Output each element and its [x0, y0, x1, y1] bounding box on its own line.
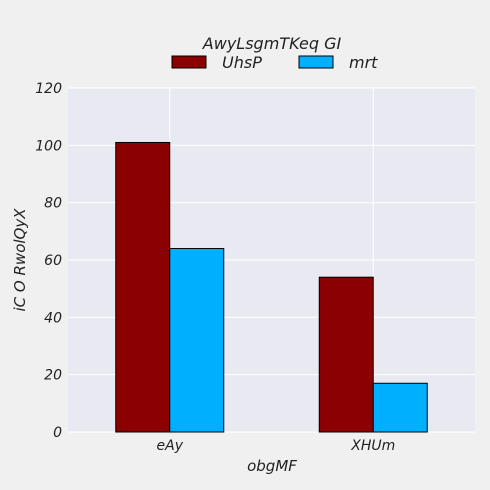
legend-swatch-mrt [298, 55, 334, 69]
x-axis-label: obgMF [247, 457, 297, 475]
x-tick-labels: eAy XHUm [157, 438, 396, 454]
legend-swatch-UhsP [171, 55, 207, 69]
bars [115, 141, 428, 433]
y-axis-label: iC O RwolQyX [11, 208, 29, 312]
legend: AwyLsgmTKeq GI UhsP mrt [171, 34, 378, 72]
bar-mrt-XHUm [372, 382, 428, 433]
y-tick-label: 20 [44, 368, 62, 384]
y-tick-label: 100 [35, 138, 62, 154]
x-tick-label: eAy [157, 438, 184, 454]
y-tick-labels: 0 20 40 60 80 100 120 [35, 81, 62, 441]
bar-mrt-eAy [169, 248, 225, 433]
legend-label-mrt: mrt [349, 53, 378, 72]
x-tick-label: XHUm [350, 438, 395, 454]
bar-UhsP-eAy [115, 141, 171, 433]
y-tick-label: 120 [35, 81, 62, 97]
bar-UhsP-XHUm [318, 276, 374, 433]
y-tick-label: 60 [44, 253, 62, 269]
y-tick-label: 40 [44, 310, 62, 326]
legend-title: AwyLsgmTKeq GI [202, 34, 342, 53]
y-tick-label: 80 [44, 196, 62, 212]
legend-label-UhsP: UhsP [222, 53, 262, 72]
y-tick-label: 0 [53, 425, 62, 441]
